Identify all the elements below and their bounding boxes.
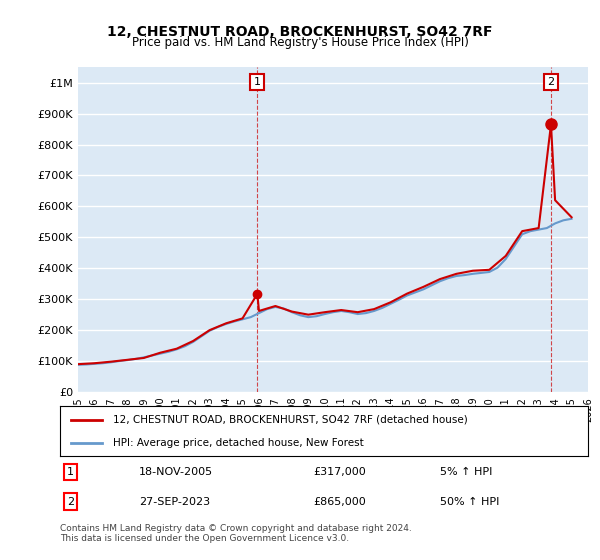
Text: 12, CHESTNUT ROAD, BROCKENHURST, SO42 7RF: 12, CHESTNUT ROAD, BROCKENHURST, SO42 7R…: [107, 25, 493, 39]
Text: 2: 2: [67, 497, 74, 507]
Text: 12, CHESTNUT ROAD, BROCKENHURST, SO42 7RF (detached house): 12, CHESTNUT ROAD, BROCKENHURST, SO42 7R…: [113, 414, 467, 424]
Text: £865,000: £865,000: [313, 497, 366, 507]
Text: Contains HM Land Registry data © Crown copyright and database right 2024.
This d: Contains HM Land Registry data © Crown c…: [60, 524, 412, 543]
Text: Price paid vs. HM Land Registry's House Price Index (HPI): Price paid vs. HM Land Registry's House …: [131, 36, 469, 49]
Text: 50% ↑ HPI: 50% ↑ HPI: [440, 497, 500, 507]
Text: 1: 1: [67, 467, 74, 477]
Text: 18-NOV-2005: 18-NOV-2005: [139, 467, 214, 477]
Text: 1: 1: [254, 77, 261, 87]
Text: 2: 2: [547, 77, 554, 87]
Text: HPI: Average price, detached house, New Forest: HPI: Average price, detached house, New …: [113, 438, 364, 448]
Text: 27-SEP-2023: 27-SEP-2023: [139, 497, 211, 507]
Text: £317,000: £317,000: [313, 467, 366, 477]
Text: 5% ↑ HPI: 5% ↑ HPI: [440, 467, 493, 477]
